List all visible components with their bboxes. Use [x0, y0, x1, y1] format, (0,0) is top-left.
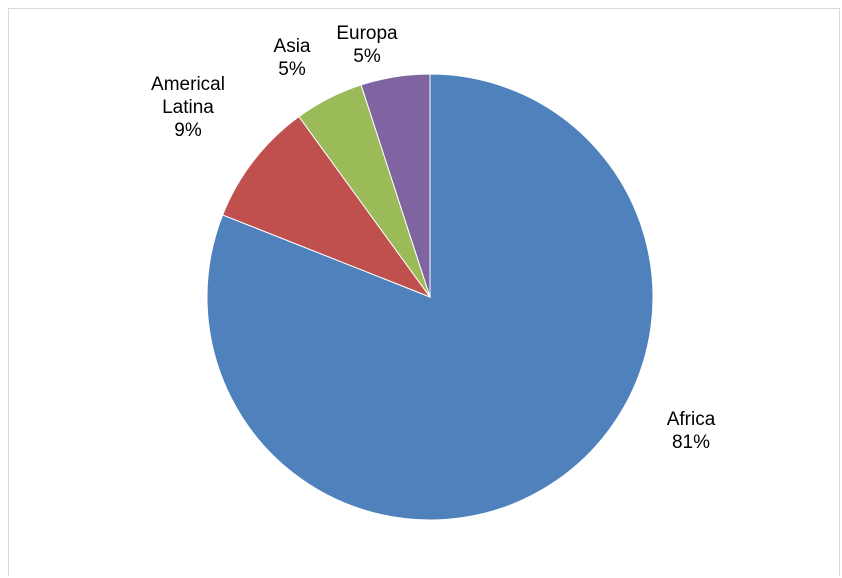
data-label-europa: Europa 5%: [336, 23, 398, 67]
data-label-line: Africa: [667, 409, 716, 430]
data-label-line: 81%: [672, 432, 710, 453]
pie-slice-americal-latina: [222, 115, 432, 299]
data-label-asia: Asia 5%: [274, 36, 311, 80]
data-label-americal-latina: Americal Latina 9%: [151, 74, 225, 141]
data-label-line: Americal: [151, 74, 225, 95]
data-label-line: 9%: [174, 120, 202, 141]
data-label-africa: Africa 81%: [667, 409, 716, 453]
pie-slices: [206, 73, 654, 521]
data-label-line: Latina: [162, 97, 214, 118]
data-label-line: 5%: [353, 46, 381, 67]
data-label-line: 5%: [278, 59, 306, 80]
pie-labels: Africa 81%Americal Latina 9%Asia 5%Europa 5%: [151, 23, 716, 453]
data-label-line: Europa: [336, 23, 398, 44]
data-label-line: Asia: [274, 36, 311, 57]
pie-slice-europa: [360, 73, 431, 298]
